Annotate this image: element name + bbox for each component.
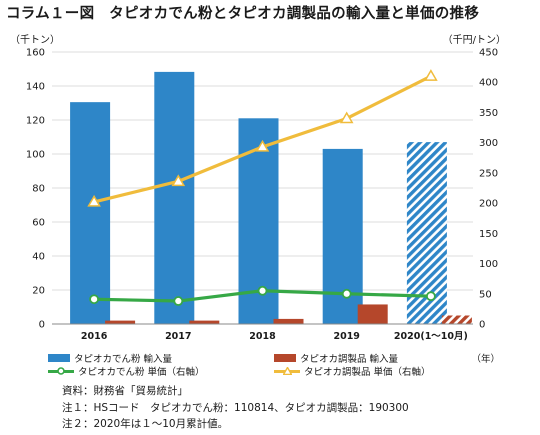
bar-prepared-2018 — [273, 318, 304, 324]
right-tick-label: 300 — [479, 138, 498, 149]
legend-starch-volume: タピオカでん粉 輸入量 — [48, 351, 172, 365]
left-tick-label: 160 — [26, 48, 45, 59]
left-tick-label: 80 — [32, 184, 45, 195]
left-tick-label: 140 — [26, 82, 45, 93]
right-tick-label: 150 — [479, 229, 498, 240]
bar-prepared-2016 — [105, 320, 136, 324]
chart-title: コラム１ー図 タピオカでん粉とタピオカ調製品の輸入量と単価の推移 — [6, 6, 480, 22]
note-2: 注２：2020年は１～10月累計値。 — [62, 418, 229, 430]
legend-swatch-yellow-line — [274, 366, 300, 376]
left-tick-label: 20 — [32, 286, 45, 297]
point-starch-price — [89, 294, 99, 305]
x-tick-label: 2016 — [81, 331, 108, 342]
bar-starch-2019 — [322, 148, 363, 324]
bar-prepared-2019 — [357, 304, 388, 324]
right-tick-label: 400 — [479, 78, 498, 89]
right-tick-label: 100 — [479, 259, 498, 270]
point-prepared-price — [171, 174, 186, 187]
note-source: 資料：財務省「貿易統計」 — [62, 385, 188, 397]
left-tick-label: 120 — [26, 116, 45, 127]
left-tick-label: 100 — [26, 150, 45, 161]
x-tick-label: 2017 — [165, 331, 191, 342]
right-tick-label: 50 — [479, 289, 492, 300]
legend-prepared-volume: タピオカ調製品 輸入量 — [274, 351, 398, 365]
notes: 資料：財務省「貿易統計」 注１：HSコード タピオカでん粉：110814、タピオ… — [62, 383, 409, 433]
x-tick-label: 2019 — [333, 331, 359, 342]
legend-label: タピオカでん粉 輸入量 — [74, 354, 173, 365]
left-tick-label: 60 — [32, 218, 45, 229]
left-tick-label: 0 — [39, 320, 45, 331]
legend-swatch-red-bar — [274, 354, 296, 362]
right-tick-label: 250 — [479, 168, 498, 179]
bar-prepared-2017 — [189, 320, 220, 324]
point-prepared-price — [424, 69, 438, 81]
right-tick-label: 350 — [479, 108, 498, 119]
x-tick-label: 2020(1〜10月) — [394, 331, 468, 342]
legend-label: タピオカ調製品 輸入量 — [300, 354, 399, 365]
bar-prepared-2020(1〜10月) — [441, 315, 472, 324]
bar-starch-2016 — [70, 102, 111, 325]
left-axis-unit: （千トン） — [10, 35, 60, 46]
legend-label: タピオカでん粉 単価（右軸） — [78, 367, 205, 378]
legend-swatch-green-line — [48, 366, 74, 376]
left-tick-label: 40 — [32, 252, 45, 263]
x-axis-unit: （年） — [471, 354, 500, 365]
legend-prepared-price: タピオカ調製品 単価（右軸） — [274, 364, 431, 378]
legend-label: タピオカ調製品 単価（右軸） — [304, 367, 431, 378]
chart-plot: 0 20 40 60 80 100 120 140 160 0 50 100 150 200 250 300 3… — [26, 48, 498, 343]
point-starch-price — [173, 296, 184, 306]
right-tick-label: 0 — [479, 320, 485, 331]
point-prepared-price — [255, 139, 270, 152]
right-axis-unit: （千円/トン） — [442, 35, 506, 46]
bar-starch-2017 — [154, 71, 195, 324]
point-prepared-price — [87, 194, 101, 207]
point-starch-price — [425, 291, 436, 302]
point-prepared-price — [339, 111, 354, 124]
note-1: 注１：HSコード タピオカでん粉：110814、タピオカ調製品：190300 — [62, 401, 409, 414]
right-tick-label: 450 — [479, 48, 498, 59]
point-starch-price — [257, 285, 268, 296]
x-tick-label: 2018 — [249, 331, 276, 342]
legend-swatch-blue-bar — [48, 354, 70, 362]
legend-starch-price: タピオカでん粉 単価（右軸） — [48, 364, 205, 378]
right-tick-label: 200 — [479, 199, 498, 210]
point-starch-price — [341, 288, 352, 299]
